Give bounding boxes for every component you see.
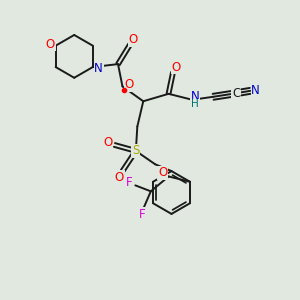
Text: C: C: [232, 87, 240, 100]
Text: O: O: [124, 78, 134, 92]
Text: F: F: [126, 176, 133, 190]
Text: O: O: [158, 167, 167, 179]
Text: N: N: [251, 84, 260, 97]
Text: N: N: [191, 90, 200, 103]
Text: O: O: [171, 61, 181, 74]
Text: H: H: [191, 99, 199, 109]
Text: O: O: [115, 170, 124, 184]
Text: O: O: [46, 38, 55, 51]
Text: O: O: [128, 33, 137, 46]
Text: N: N: [94, 62, 103, 75]
Text: O: O: [103, 136, 112, 149]
Text: F: F: [139, 208, 145, 221]
Text: S: S: [132, 144, 140, 158]
